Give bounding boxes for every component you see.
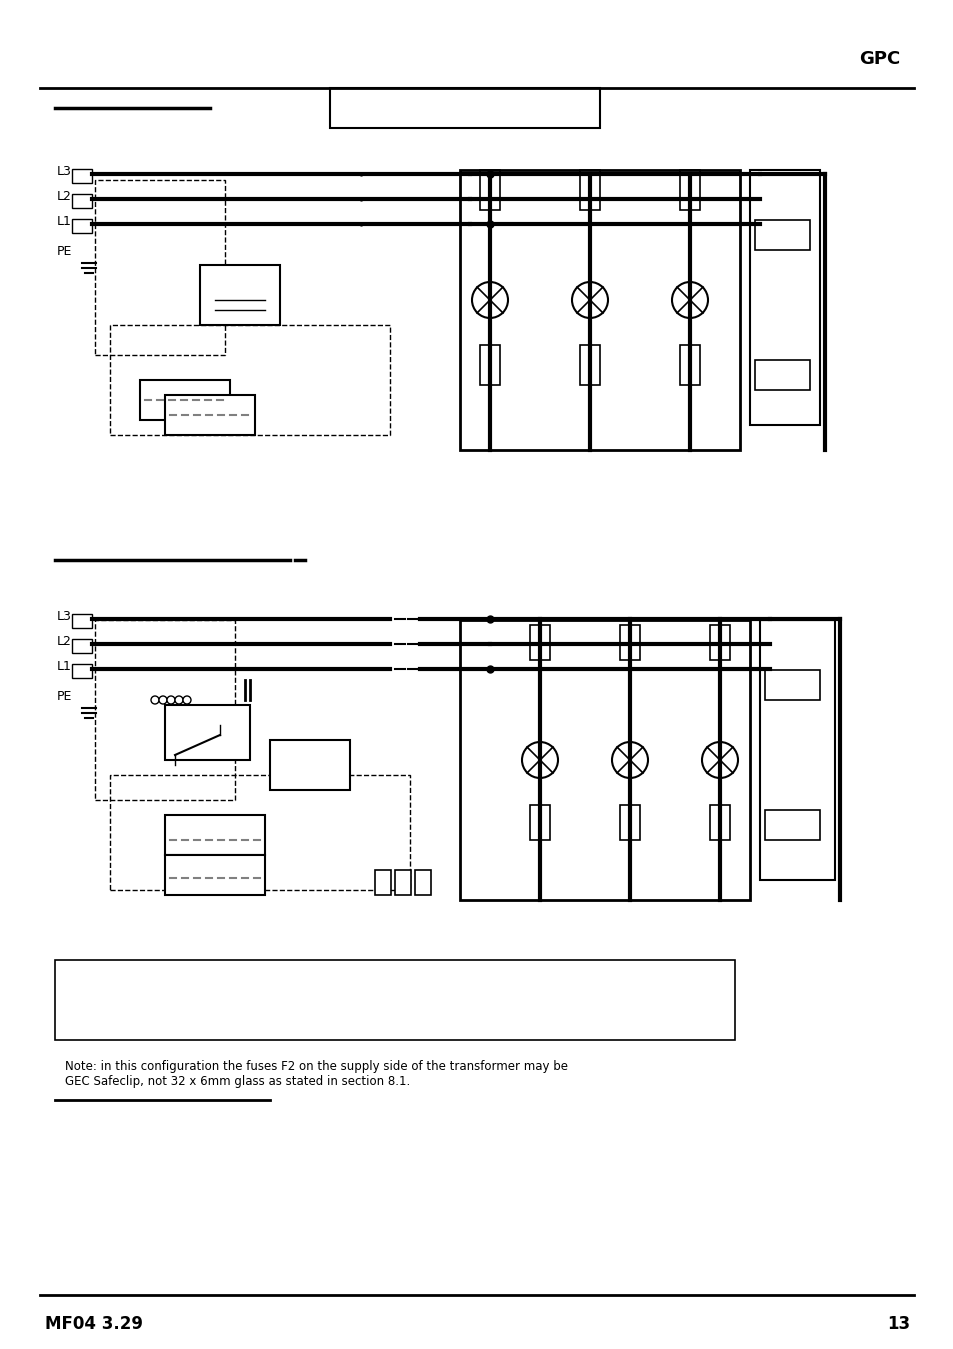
Bar bbox=[270, 741, 350, 791]
Bar bbox=[110, 325, 390, 434]
Bar bbox=[110, 774, 410, 890]
Bar bbox=[165, 706, 250, 759]
Text: PE: PE bbox=[57, 689, 72, 703]
Bar bbox=[165, 395, 254, 434]
Bar bbox=[679, 345, 700, 384]
Text: L2: L2 bbox=[57, 190, 71, 202]
Bar bbox=[395, 870, 411, 894]
Bar bbox=[754, 360, 809, 390]
Circle shape bbox=[701, 742, 738, 778]
Bar bbox=[165, 815, 265, 855]
Bar bbox=[95, 179, 225, 355]
Bar bbox=[71, 639, 91, 653]
Bar bbox=[71, 169, 91, 183]
Bar bbox=[530, 625, 550, 660]
Bar bbox=[579, 170, 599, 210]
Bar bbox=[530, 805, 550, 840]
Circle shape bbox=[472, 282, 507, 318]
Bar bbox=[764, 670, 820, 700]
Bar bbox=[479, 170, 499, 210]
Bar bbox=[764, 809, 820, 840]
Text: GPC: GPC bbox=[858, 50, 899, 67]
Circle shape bbox=[167, 696, 174, 704]
Bar bbox=[415, 870, 431, 894]
Bar bbox=[140, 380, 230, 420]
Bar bbox=[709, 805, 729, 840]
Bar bbox=[749, 170, 820, 425]
Bar bbox=[200, 264, 280, 325]
Text: Note: in this configuration the fuses F2 on the supply side of the transformer m: Note: in this configuration the fuses F2… bbox=[65, 1060, 567, 1089]
Bar bbox=[55, 960, 734, 1040]
Text: MF04 3.29: MF04 3.29 bbox=[45, 1315, 143, 1333]
Bar bbox=[71, 194, 91, 208]
Circle shape bbox=[151, 696, 159, 704]
Text: L1: L1 bbox=[57, 214, 71, 228]
Bar bbox=[679, 170, 700, 210]
Bar bbox=[71, 219, 91, 233]
Text: L1: L1 bbox=[57, 660, 71, 673]
Circle shape bbox=[671, 282, 707, 318]
Circle shape bbox=[612, 742, 647, 778]
Bar bbox=[479, 345, 499, 384]
Bar bbox=[760, 621, 834, 880]
Bar bbox=[619, 805, 639, 840]
Bar bbox=[754, 220, 809, 250]
Text: PE: PE bbox=[57, 246, 72, 258]
Bar bbox=[165, 855, 265, 894]
Bar bbox=[330, 88, 599, 128]
Bar bbox=[459, 170, 740, 451]
Text: L3: L3 bbox=[57, 165, 71, 178]
Circle shape bbox=[174, 696, 183, 704]
Bar bbox=[375, 870, 391, 894]
Text: L2: L2 bbox=[57, 635, 71, 648]
Bar bbox=[71, 614, 91, 629]
Circle shape bbox=[572, 282, 607, 318]
Text: L3: L3 bbox=[57, 610, 71, 623]
Bar bbox=[619, 625, 639, 660]
Circle shape bbox=[183, 696, 191, 704]
Circle shape bbox=[159, 696, 167, 704]
Bar bbox=[71, 664, 91, 679]
Text: 13: 13 bbox=[886, 1315, 909, 1333]
Bar bbox=[709, 625, 729, 660]
Bar bbox=[459, 621, 749, 900]
Bar bbox=[95, 621, 234, 800]
Bar bbox=[579, 345, 599, 384]
Circle shape bbox=[521, 742, 558, 778]
